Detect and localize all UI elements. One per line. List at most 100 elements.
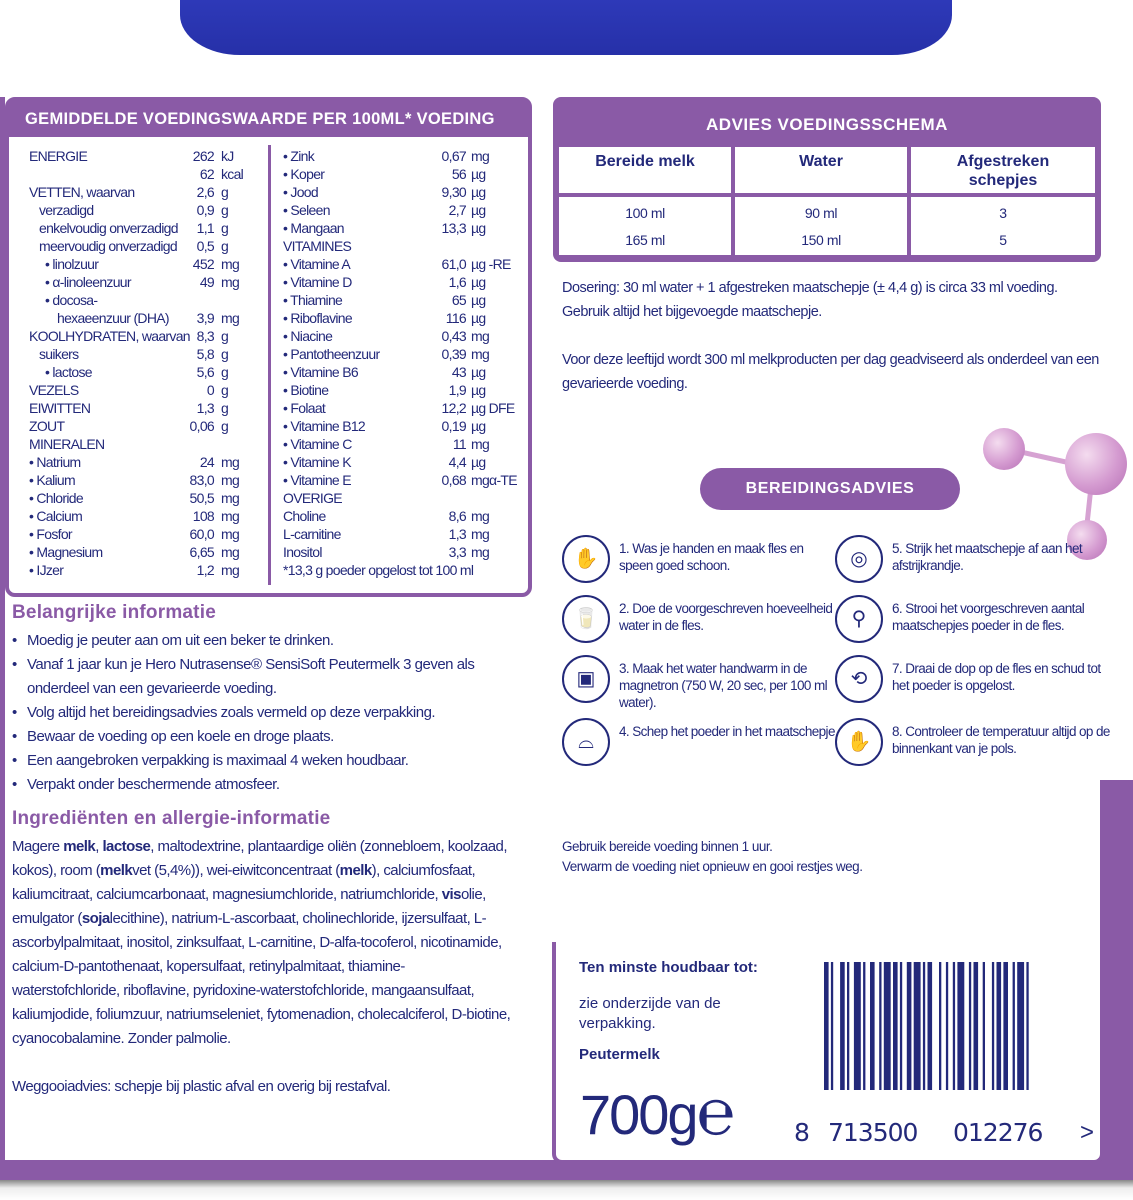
- ingredient-text: lecithine), natrium-L-ascorbaat, choline…: [12, 910, 511, 1047]
- nutrient-label: *13,3 g poeder opgelost tot 100 ml: [283, 562, 474, 578]
- nutrient-value: 3,3: [448, 544, 467, 560]
- preparation-step: 🥛 2. Doe de voorgeschreven hoeveelheid wa…: [562, 595, 833, 645]
- step-text: 8. Controleer de temperatuur altijd op d…: [892, 724, 1110, 756]
- nutrient-unit: mg: [221, 544, 240, 560]
- nutrition-row: • Zink 0,67 mg: [283, 147, 528, 165]
- feeding-schema: ADVIES VOEDINGSSCHEMA Bereide melk Water…: [553, 97, 1101, 262]
- bottom-purple-band: [0, 1160, 1133, 1180]
- allergen: melk: [100, 862, 133, 879]
- nutrition-row: • Kalium 83,0 mg: [29, 471, 264, 489]
- nutrition-row: • Fosfor 60,0 mg: [29, 525, 264, 543]
- nutrition-row: • Vitamine K 4,4 µg: [283, 453, 528, 471]
- schema-cell: 90 ml 150 ml: [735, 197, 907, 255]
- molecule-decoration: [975, 418, 1133, 578]
- nutrient-value: 49: [199, 274, 215, 290]
- nutrient-label: suikers: [39, 346, 79, 362]
- nutrient-value: 108: [192, 508, 215, 524]
- nutrient-label: • Mangaan: [283, 220, 345, 236]
- nutrient-label: VEZELS: [29, 382, 79, 398]
- ingredient-text: Magere: [12, 838, 64, 855]
- nutrition-row: KOOLHYDRATEN, waarvan 8,3 g: [29, 327, 264, 345]
- nutrient-value: 8,6: [448, 508, 467, 524]
- preparation-step: ⟲ 7. Draai de dop op de fles en schud tot…: [835, 655, 1105, 705]
- nutrient-value: 12,2: [441, 400, 467, 416]
- nutrient-unit: mg: [221, 562, 240, 578]
- nutrition-row: enkelvoudig onverzadigd 1,1 g: [29, 219, 264, 237]
- level-scoop-icon: ◎: [835, 535, 883, 583]
- barcode-bar: [853, 962, 861, 1090]
- hand-wash-icon: ✋: [562, 535, 610, 583]
- net-weight: 700g℮: [580, 1076, 735, 1148]
- nutrient-value: 43: [451, 364, 467, 380]
- nutrition-row: • Vitamine C 11 mg: [283, 435, 528, 453]
- nutrient-unit: mg: [221, 256, 240, 272]
- nutrient-value: 8,3: [196, 328, 215, 344]
- info-item: Een aangebroken verpakking is maximaal 4…: [10, 749, 510, 773]
- use-within-text: Gebruik bereide voeding binnen 1 uur.: [562, 839, 773, 854]
- nutrient-value: 452: [192, 256, 215, 272]
- nutrient-unit: mg: [221, 310, 240, 326]
- nutrient-label: • docosa-: [45, 292, 98, 308]
- best-before-text: zie onderzijde van de verpakking.: [579, 995, 721, 1032]
- barcode-bar: [922, 962, 926, 1090]
- water-bottle-icon: 🥛: [562, 595, 610, 643]
- preparation-step: ⌓ 4. Schep het poeder in het maatschepje.: [562, 718, 839, 768]
- product-type: Peutermelk: [579, 1046, 660, 1063]
- nutrient-label: L-carnitine: [283, 526, 341, 542]
- nutrient-label: • Zink: [283, 148, 315, 164]
- nutrition-row: VETTEN, waarvan 2,6 g: [29, 183, 264, 201]
- info-item: Verpakt onder beschermende atmosfeer.: [10, 773, 510, 797]
- nutrient-label: • Vitamine B12: [283, 418, 366, 434]
- nutrient-value: 262: [192, 148, 215, 164]
- nutrient-value: 1,9: [448, 382, 467, 398]
- nutrition-row: • Vitamine D 1,6 µg: [283, 273, 528, 291]
- allergen: soja: [81, 910, 110, 927]
- nutrient-unit: mg: [471, 526, 490, 542]
- nutrient-unit: µg: [471, 202, 486, 218]
- right-purple-edge: [1100, 780, 1133, 1180]
- nutrient-label: • IJzer: [29, 562, 64, 578]
- nutrient-value: 61,0: [441, 256, 467, 272]
- nutrient-value: 1,6: [448, 274, 467, 290]
- nutrition-row: • lactose 5,6 g: [29, 363, 264, 381]
- nutrition-row: Inositol 3,3 mg: [283, 543, 528, 561]
- nutrient-value: 2,7: [448, 202, 467, 218]
- nutrient-unit: mg: [221, 274, 240, 290]
- step-text: 4. Schep het poeder in het maatschepje.: [619, 724, 839, 739]
- nutrient-label: • Natrium: [29, 454, 81, 470]
- nutrient-label: EIWITTEN: [29, 400, 91, 416]
- info-item: Moedig je peuter aan om uit een beker te…: [10, 629, 510, 653]
- barcode-bar: [870, 962, 875, 1090]
- dosage-text: Dosering: 30 ml water + 1 afgestreken ma…: [562, 280, 1058, 320]
- nutrient-unit: g: [221, 238, 229, 254]
- barcode-bar: [1017, 962, 1025, 1090]
- nutrient-unit: mgα-TE: [471, 472, 518, 488]
- nutrient-label: OVERIGE: [283, 490, 343, 506]
- nutrient-value: 60,0: [189, 526, 215, 542]
- nutrition-row: hexaeenzuur (DHA) 3,9 mg: [29, 309, 264, 327]
- shake-bottle-icon: ⟲: [835, 655, 883, 703]
- nutrition-row: 62 kcal: [29, 165, 264, 183]
- nutrient-unit: µg DFE: [471, 400, 515, 416]
- nutrient-unit: mg: [471, 328, 490, 344]
- nutrient-value: 6,65: [189, 544, 215, 560]
- nutrition-row: • α-linoleenzuur 49 mg: [29, 273, 264, 291]
- nutrient-label: • Vitamine E: [283, 472, 352, 488]
- nutrient-value: 65: [451, 292, 467, 308]
- nutrient-value: 0,39: [441, 346, 467, 362]
- barcode-quiet-zone-mark: >: [1080, 1119, 1095, 1146]
- nutrient-label: • Kalium: [29, 472, 76, 488]
- nutrition-row: • Koper 56 µg: [283, 165, 528, 183]
- nutrition-row: VITAMINES: [283, 237, 528, 255]
- allergen: melk: [63, 838, 96, 855]
- preparation-step: ✋ 1. Was je handen en maak fles en speen …: [562, 535, 832, 585]
- daily-advice-text: Voor deze leeftijd wordt 300 ml melkprod…: [562, 352, 1099, 392]
- barcode-bar: [973, 962, 979, 1090]
- nutrient-value: 3,9: [196, 310, 215, 326]
- barcode-bar: [863, 962, 866, 1090]
- disposal-advice: Weggooiadvies: schepje bij plastic afval…: [12, 1078, 391, 1095]
- barcode-bar: [968, 962, 972, 1090]
- nutrient-label: • Vitamine B6: [283, 364, 359, 380]
- barcode-bar: [879, 962, 882, 1090]
